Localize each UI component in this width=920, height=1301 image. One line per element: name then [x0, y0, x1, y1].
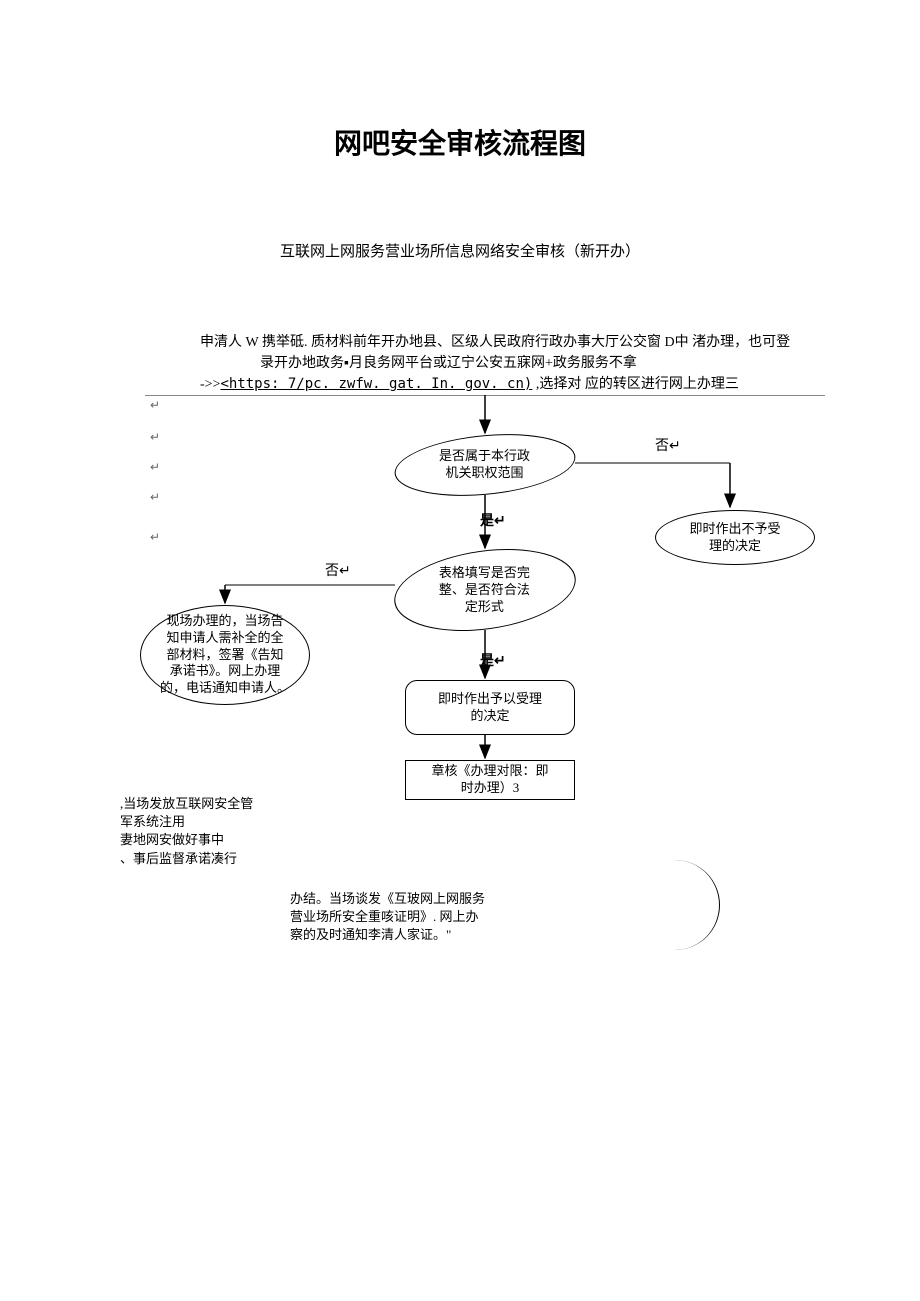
- accept-box: 即时作出予以受理的决定: [405, 680, 575, 735]
- page-title: 网吧安全审核流程图: [0, 122, 920, 162]
- intro-url-suffix: ,选择对 应的转区进行网上办理三: [532, 377, 739, 392]
- bottom-text-block: 办结。当场谈发《互玻网上网服务营业场所安全重咳证明》. 网上办察的及时通知李清人…: [290, 890, 550, 945]
- flowchart-container: ↵ ↵ ↵ ↵ ↵ 是否属于本行政机关职权范围 表格填写是否完整、是否符合法定形…: [130, 395, 830, 995]
- page-subtitle: 互联网上网服务营业场所信息网络安全审核（新开办）: [0, 240, 920, 261]
- label-yes: 是↵: [480, 650, 506, 670]
- decision-form-complete-text: 表格填写是否完整、是否符合法定形式: [439, 565, 530, 616]
- left-text-block: ,当场发放互联网安全管军系统注用妻地网安做好事中、事后监督承诺凑行: [120, 795, 290, 868]
- review-box: 章核《办理对限：即时办理）3: [405, 760, 575, 800]
- label-no: 否↵: [655, 435, 681, 455]
- intro-line1: 申清人 W 携举砥. 质材料前年开办地县、区级人民政府行政办事大厅公交窗 D中 …: [200, 332, 820, 353]
- intro-line2: 录开办地政务▪月良务网平台或辽宁公安五寐网+政务服务不拿: [200, 353, 820, 374]
- intro-url-prefix: ->>: [200, 377, 220, 392]
- reject-box: 即时作出不予受理的决定: [655, 510, 815, 565]
- reject-box-text: 即时作出不予受理的决定: [689, 521, 780, 555]
- advise-box: 现场办理的，当场告知申请人需补全的全部材料，签署《告知承诺书》。网上办理的，电话…: [140, 605, 310, 705]
- intro-url: <https: 7∕pc. zwfw. gat. In. gov. cn): [220, 376, 532, 392]
- label-yes: 是↵: [480, 510, 506, 530]
- label-no: 否↵: [325, 560, 351, 580]
- curve-decoration: [600, 860, 720, 950]
- decision-jurisdiction-text: 是否属于本行政机关职权范围: [439, 448, 530, 482]
- advise-box-text: 现场办理的，当场告知申请人需补全的全部材料，签署《告知承诺书》。网上办理的，电话…: [160, 613, 290, 697]
- review-box-text: 章核《办理对限：即时办理）3: [431, 763, 548, 797]
- intro-text: 申清人 W 携举砥. 质材料前年开办地县、区级人民政府行政办事大厅公交窗 D中 …: [200, 332, 820, 395]
- intro-line3: ->><https: 7∕pc. zwfw. gat. In. gov. cn)…: [200, 374, 820, 395]
- accept-box-text: 即时作出予以受理的决定: [438, 691, 542, 725]
